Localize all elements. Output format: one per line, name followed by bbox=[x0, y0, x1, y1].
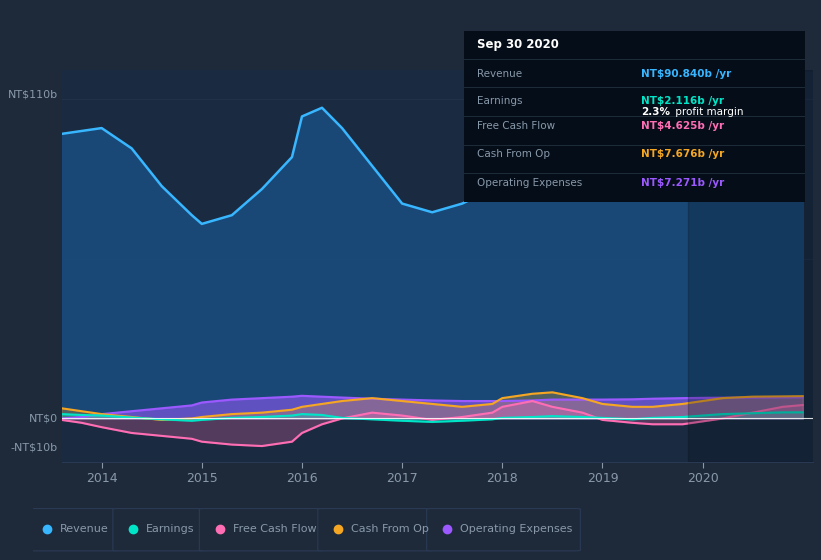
Text: NT$90.840b /yr: NT$90.840b /yr bbox=[641, 69, 732, 80]
Text: Earnings: Earnings bbox=[478, 96, 523, 106]
Text: Earnings: Earnings bbox=[146, 524, 195, 534]
Bar bbox=[688, 70, 821, 462]
Text: NT$7.676b /yr: NT$7.676b /yr bbox=[641, 149, 724, 159]
Text: NT$110b: NT$110b bbox=[7, 89, 57, 99]
Text: -NT$10b: -NT$10b bbox=[11, 442, 57, 452]
Text: Operating Expenses: Operating Expenses bbox=[478, 178, 583, 188]
FancyBboxPatch shape bbox=[26, 508, 119, 551]
Text: Free Cash Flow: Free Cash Flow bbox=[232, 524, 316, 534]
Text: Revenue: Revenue bbox=[478, 69, 523, 80]
Text: NT$4.625b /yr: NT$4.625b /yr bbox=[641, 122, 724, 132]
FancyBboxPatch shape bbox=[113, 508, 206, 551]
Text: NT$2.116b /yr: NT$2.116b /yr bbox=[641, 96, 724, 106]
Text: Revenue: Revenue bbox=[60, 524, 108, 534]
FancyBboxPatch shape bbox=[427, 508, 580, 551]
Text: Sep 30 2020: Sep 30 2020 bbox=[478, 38, 559, 51]
Text: NT$7.271b /yr: NT$7.271b /yr bbox=[641, 178, 724, 188]
Text: Cash From Op: Cash From Op bbox=[351, 524, 429, 534]
Text: NT$0: NT$0 bbox=[29, 413, 57, 423]
Text: Cash From Op: Cash From Op bbox=[478, 149, 551, 159]
FancyBboxPatch shape bbox=[200, 508, 324, 551]
Text: 2.3%: 2.3% bbox=[641, 107, 670, 117]
FancyBboxPatch shape bbox=[318, 508, 433, 551]
Text: profit margin: profit margin bbox=[672, 107, 743, 117]
Text: Operating Expenses: Operating Expenses bbox=[460, 524, 572, 534]
Text: Free Cash Flow: Free Cash Flow bbox=[478, 122, 556, 132]
